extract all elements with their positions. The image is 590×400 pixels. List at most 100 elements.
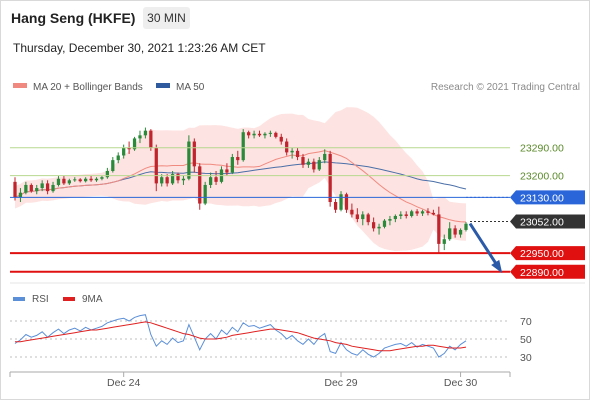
candle bbox=[263, 132, 267, 139]
candle bbox=[393, 214, 397, 223]
candle-body bbox=[241, 132, 245, 161]
candle bbox=[268, 130, 273, 137]
time-axis: Dec 24 Dec 29 Dec 30 bbox=[9, 371, 511, 389]
candle-body bbox=[78, 179, 82, 182]
candle-body bbox=[301, 157, 305, 165]
candle-body bbox=[268, 132, 273, 134]
candle bbox=[312, 158, 316, 173]
candle bbox=[399, 211, 403, 220]
chart-datetime: Thursday, December 30, 2021 1:23:26 AM C… bbox=[13, 41, 266, 55]
ma50-legend-label: MA 50 bbox=[176, 82, 205, 93]
candle bbox=[94, 177, 99, 182]
candle bbox=[301, 153, 305, 168]
rsi-legend-swatch bbox=[13, 297, 25, 301]
candle bbox=[458, 228, 463, 238]
candle bbox=[410, 209, 414, 218]
candle bbox=[236, 150, 240, 165]
rsi-series-rsi bbox=[14, 314, 467, 358]
candle bbox=[241, 129, 245, 162]
candle-body bbox=[426, 211, 430, 213]
rsi-series-9ma bbox=[15, 321, 467, 352]
candle bbox=[388, 215, 392, 226]
candle-body bbox=[143, 130, 148, 136]
level-label-group: 23200.00 bbox=[520, 171, 564, 183]
candle-body bbox=[35, 188, 39, 192]
candle bbox=[247, 130, 251, 139]
candle-body bbox=[73, 179, 77, 181]
candle-body bbox=[247, 132, 251, 136]
candle bbox=[404, 211, 408, 219]
candle-body bbox=[333, 202, 338, 210]
candle-body bbox=[458, 229, 463, 235]
candle-body bbox=[350, 209, 354, 215]
candle-body bbox=[371, 222, 376, 229]
candle bbox=[170, 170, 175, 185]
candle bbox=[116, 152, 120, 164]
candle-body bbox=[165, 177, 169, 184]
candle bbox=[35, 184, 39, 195]
candle bbox=[274, 131, 278, 139]
candle-body bbox=[67, 180, 71, 184]
rsi-plot: 70 50 30 bbox=[10, 314, 532, 364]
candle-body bbox=[344, 194, 349, 210]
candle bbox=[306, 158, 311, 168]
price-plot bbox=[13, 107, 468, 254]
forecast-arrow bbox=[468, 222, 503, 274]
candle bbox=[67, 178, 71, 185]
ma20-legend-swatch bbox=[13, 83, 27, 88]
candle-body bbox=[29, 184, 33, 192]
candle-body bbox=[355, 214, 359, 220]
candle bbox=[111, 157, 115, 173]
candle bbox=[208, 172, 213, 189]
level-label-group: 22950.00 bbox=[510, 246, 585, 261]
attribution-text: Research © 2021 Trading Central bbox=[431, 82, 580, 93]
candle-body bbox=[366, 214, 370, 223]
candle-body bbox=[361, 214, 365, 220]
legend-ma50: MA 50 bbox=[156, 82, 205, 93]
candle bbox=[252, 130, 256, 139]
candle-body bbox=[89, 178, 93, 181]
candle-body bbox=[328, 153, 332, 203]
level-label-resistance: 23290.00 bbox=[520, 143, 564, 155]
candle-body bbox=[274, 132, 278, 137]
level-label-current: 23052.00 bbox=[520, 217, 564, 229]
candle-body bbox=[377, 226, 381, 229]
candle bbox=[333, 198, 338, 213]
candle-body bbox=[105, 170, 110, 178]
level-label-group: 23130.00 bbox=[510, 190, 585, 205]
candle-body bbox=[339, 194, 343, 210]
candle-body bbox=[263, 133, 267, 136]
candle bbox=[24, 181, 28, 195]
legend-rsi: RSI bbox=[13, 294, 49, 305]
candle bbox=[290, 147, 294, 159]
candle-body bbox=[181, 178, 186, 181]
9ma-legend-swatch bbox=[63, 297, 75, 301]
candle-body bbox=[257, 133, 262, 136]
candle-body bbox=[18, 192, 23, 198]
candle bbox=[225, 163, 229, 176]
candle bbox=[132, 136, 137, 151]
candle-body bbox=[192, 141, 196, 167]
rsi-tick-label: 70 bbox=[520, 316, 532, 328]
candle bbox=[154, 144, 158, 192]
candle bbox=[431, 209, 436, 216]
candle bbox=[344, 192, 349, 213]
candle-body bbox=[100, 177, 104, 179]
ma20-line bbox=[14, 150, 467, 223]
candle bbox=[40, 180, 44, 192]
candle bbox=[165, 174, 169, 187]
candle bbox=[192, 138, 196, 173]
candle-body bbox=[285, 141, 289, 153]
candle bbox=[339, 191, 343, 212]
candle bbox=[382, 219, 387, 229]
legend-ma20: MA 20 + Bollinger Bands bbox=[13, 82, 143, 93]
candle-body bbox=[453, 228, 457, 235]
candle-body bbox=[127, 147, 131, 150]
candle-body bbox=[214, 177, 218, 182]
candle bbox=[18, 188, 23, 203]
timeframe-button[interactable]: 30 MIN bbox=[143, 7, 190, 29]
candle-body bbox=[24, 184, 28, 193]
instrument-title: Hang Seng (HKFE) bbox=[11, 10, 136, 26]
candle bbox=[143, 127, 148, 139]
